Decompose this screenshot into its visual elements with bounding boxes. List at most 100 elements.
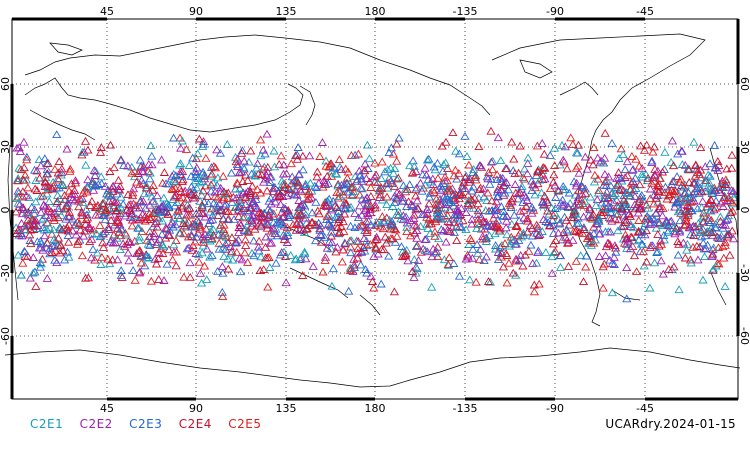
observation-marker	[705, 218, 715, 227]
observation-marker	[519, 164, 530, 173]
observation-marker	[645, 184, 655, 193]
observation-marker	[95, 221, 105, 229]
observation-marker	[551, 193, 561, 201]
observation-marker	[219, 252, 229, 260]
observation-marker	[496, 202, 506, 211]
observation-marker	[643, 203, 653, 212]
observation-marker	[441, 213, 451, 222]
observation-marker	[270, 182, 280, 191]
observation-marker	[721, 182, 731, 191]
observation-marker	[231, 193, 241, 202]
observation-marker	[515, 188, 525, 197]
observation-marker	[571, 181, 581, 190]
observation-marker	[298, 151, 308, 160]
observation-marker	[66, 179, 77, 188]
observation-marker	[244, 207, 254, 216]
observation-marker	[289, 176, 299, 185]
observation-marker	[207, 235, 217, 244]
observation-marker	[13, 250, 23, 259]
observation-marker	[441, 200, 451, 208]
observation-marker	[449, 189, 459, 198]
observation-marker	[371, 243, 381, 252]
observation-marker	[711, 186, 721, 194]
observation-marker	[208, 215, 218, 224]
observation-marker	[280, 183, 290, 191]
observation-marker	[53, 233, 64, 242]
observation-marker	[473, 248, 483, 257]
observation-marker	[25, 220, 35, 229]
observation-marker	[81, 219, 91, 228]
observation-marker	[192, 163, 202, 172]
observation-marker	[90, 203, 100, 211]
observation-marker	[664, 221, 674, 230]
observation-marker	[616, 144, 626, 153]
observation-marker	[257, 170, 267, 179]
observation-marker	[207, 251, 217, 260]
observation-marker	[632, 267, 642, 276]
observation-marker	[16, 270, 26, 279]
observation-marker	[120, 228, 130, 237]
observation-marker	[622, 294, 632, 303]
observation-marker	[247, 199, 257, 208]
observation-marker	[441, 192, 452, 201]
observation-marker	[54, 175, 64, 184]
observation-marker	[197, 278, 207, 287]
observation-marker	[473, 206, 483, 215]
observation-marker	[547, 203, 557, 212]
observation-marker	[637, 170, 647, 178]
observation-marker	[416, 247, 426, 256]
observation-marker	[283, 205, 293, 214]
observation-marker	[169, 133, 179, 142]
observation-marker	[598, 207, 608, 216]
observation-marker	[605, 227, 615, 236]
observation-marker	[60, 255, 70, 264]
observation-marker	[221, 239, 231, 248]
observation-marker	[626, 232, 636, 241]
observation-marker	[358, 243, 369, 251]
observation-marker	[436, 200, 447, 209]
observation-marker	[673, 250, 683, 259]
observation-marker	[718, 202, 728, 210]
observation-marker	[320, 252, 331, 261]
observation-marker	[472, 240, 482, 248]
observation-marker	[323, 179, 333, 188]
observation-marker	[443, 260, 453, 268]
observation-marker	[444, 198, 454, 207]
observation-marker	[232, 178, 242, 187]
observation-marker	[713, 243, 724, 252]
observation-marker	[64, 237, 74, 246]
observation-marker	[392, 210, 402, 218]
observation-marker	[579, 201, 589, 209]
observation-marker	[572, 178, 582, 187]
observation-marker	[509, 237, 519, 245]
observation-marker	[352, 253, 362, 262]
observation-marker	[134, 248, 144, 257]
observation-marker	[401, 250, 411, 259]
observation-marker	[364, 154, 374, 163]
observation-marker	[619, 238, 630, 247]
observation-marker	[728, 234, 739, 243]
observation-marker	[563, 262, 574, 270]
observation-marker	[288, 182, 299, 191]
observation-marker	[144, 159, 154, 168]
observation-marker	[191, 167, 201, 175]
observation-marker	[160, 208, 170, 217]
observation-marker	[727, 226, 737, 235]
observation-marker	[571, 256, 581, 265]
observation-marker	[223, 264, 233, 273]
observation-marker	[280, 232, 290, 240]
observation-marker	[555, 251, 565, 259]
observation-marker	[651, 208, 661, 217]
observation-marker	[234, 223, 244, 231]
observation-marker	[227, 197, 237, 206]
observation-marker	[153, 254, 163, 263]
observation-marker	[392, 231, 402, 240]
observation-marker	[246, 146, 256, 155]
observation-marker	[300, 201, 310, 210]
bottom-tick-label: 45	[100, 402, 114, 415]
observation-marker	[630, 204, 640, 213]
observation-marker	[38, 191, 48, 200]
observation-marker	[499, 178, 509, 187]
observation-marker	[549, 143, 560, 152]
observation-marker	[106, 237, 116, 246]
